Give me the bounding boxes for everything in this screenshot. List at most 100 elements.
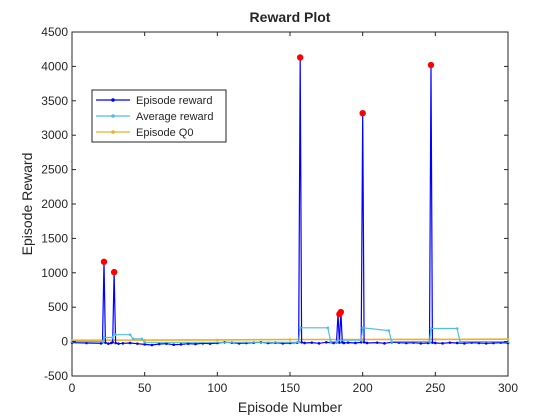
- data-point: [172, 343, 176, 346]
- series-average-reward: [70, 326, 510, 344]
- data-point: [179, 343, 183, 346]
- x-tick-label: 100: [207, 381, 227, 395]
- data-point: [128, 341, 132, 345]
- peak-marker: [110, 268, 118, 276]
- data-point: [310, 341, 314, 344]
- data-point: [359, 338, 363, 342]
- chart-title: Reward Plot: [250, 9, 331, 25]
- x-tick-label: 250: [425, 381, 445, 395]
- y-tick-label: 3000: [41, 128, 68, 142]
- data-point: [85, 341, 88, 345]
- x-tick-label: 300: [498, 381, 518, 395]
- data-point: [136, 342, 139, 345]
- data-point: [297, 340, 301, 344]
- data-point: [455, 327, 459, 330]
- legend-entry: Average reward: [96, 111, 213, 123]
- peak-marker: [296, 54, 304, 61]
- data-point: [111, 340, 114, 344]
- data-point: [326, 326, 330, 330]
- data-point: [375, 341, 379, 344]
- x-tick-label: 150: [280, 381, 300, 395]
- data-point: [104, 341, 107, 344]
- legend[interactable]: Episode reward Average reward Episode Q0: [91, 89, 227, 143]
- data-point: [157, 342, 161, 346]
- y-tick-label: 0: [61, 335, 68, 349]
- legend-label: Episode Q0: [136, 127, 193, 139]
- x-tick-label: 50: [138, 381, 152, 395]
- data-point: [186, 342, 190, 345]
- y-tick-label: 500: [48, 300, 68, 314]
- data-point: [338, 341, 341, 344]
- legend-label: Episode reward: [136, 95, 212, 107]
- data-point: [121, 342, 125, 345]
- data-point: [428, 340, 431, 343]
- peak-marker: [337, 308, 345, 316]
- peak-marker: [427, 61, 435, 69]
- data-point: [303, 341, 306, 345]
- data-point: [383, 342, 386, 345]
- data-point: [107, 342, 110, 345]
- data-point: [361, 326, 364, 330]
- y-tick-label: 4000: [41, 59, 68, 73]
- data-point: [101, 340, 104, 343]
- series-layer: [70, 56, 510, 347]
- data-point: [365, 341, 369, 345]
- x-tick-label: 0: [69, 381, 76, 395]
- data-point: [458, 340, 462, 343]
- data-point: [492, 341, 495, 345]
- data-point: [298, 326, 302, 330]
- y-tick-label: 1500: [41, 231, 68, 245]
- data-point: [506, 337, 510, 341]
- data-point: [342, 341, 346, 345]
- y-tick-label: 4500: [41, 25, 68, 39]
- legend-swatch-marker: [111, 98, 115, 102]
- y-axis-title: Episode Reward: [19, 153, 35, 256]
- legend-swatch-marker: [111, 130, 115, 134]
- data-point: [477, 341, 481, 345]
- data-point: [114, 333, 117, 337]
- peak-marker: [359, 109, 366, 117]
- legend-entry: Episode reward: [96, 95, 212, 107]
- data-point: [208, 342, 212, 345]
- y-tick-label: 2000: [41, 197, 68, 211]
- data-point: [429, 327, 433, 330]
- peaks-layer: [100, 54, 435, 318]
- data-point: [102, 336, 106, 339]
- data-point: [140, 337, 144, 341]
- data-point: [390, 340, 394, 343]
- data-point: [455, 341, 459, 345]
- data-point: [150, 343, 154, 347]
- data-point: [194, 342, 197, 346]
- y-tick-label: 1000: [41, 266, 68, 280]
- legend-label: Average reward: [136, 111, 213, 123]
- x-tick-label: 200: [353, 381, 373, 395]
- data-point: [143, 340, 146, 344]
- data-point: [332, 341, 335, 345]
- data-point: [431, 341, 434, 344]
- data-point: [131, 337, 135, 341]
- data-point: [359, 340, 363, 344]
- data-point: [387, 329, 391, 332]
- plot-area: [71, 31, 509, 377]
- data-point: [419, 342, 423, 345]
- x-axis-title: Episode Number: [238, 399, 343, 415]
- data-point: [346, 341, 350, 344]
- data-point: [216, 338, 219, 342]
- data-point: [448, 341, 452, 344]
- y-tick-label: 3500: [41, 94, 68, 108]
- data-point: [336, 338, 340, 342]
- data-point: [143, 343, 146, 346]
- data-point: [111, 336, 114, 339]
- data-point: [354, 341, 357, 345]
- data-point: [362, 340, 366, 344]
- data-point: [114, 341, 117, 345]
- legend-swatch-marker: [111, 114, 115, 118]
- legend-entry: Episode Q0: [96, 127, 193, 139]
- data-point: [128, 333, 132, 337]
- data-point: [463, 342, 466, 345]
- y-tick-label: -500: [44, 369, 68, 383]
- legend-entries: Episode reward Average reward Episode Q0: [96, 95, 213, 139]
- data-point: [288, 338, 292, 341]
